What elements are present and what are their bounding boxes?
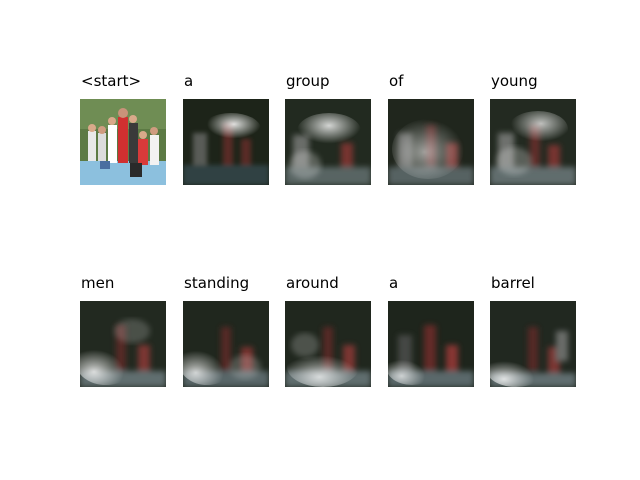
- attention-map: [183, 99, 269, 185]
- word-label: a: [389, 274, 399, 292]
- word-label: men: [81, 274, 115, 292]
- attention-map: [183, 301, 269, 387]
- attention-map: [388, 99, 474, 185]
- word-label: barrel: [491, 274, 535, 292]
- word-label: young: [491, 72, 538, 90]
- attention-map: [490, 99, 576, 185]
- word-label: <start>: [81, 72, 142, 90]
- attention-map: [285, 99, 371, 185]
- attention-map: [285, 301, 371, 387]
- attention-map: [80, 301, 166, 387]
- word-label: of: [389, 72, 404, 90]
- original-photo: [80, 99, 166, 185]
- word-label: a: [184, 72, 194, 90]
- word-label: group: [286, 72, 330, 90]
- attention-map: [490, 301, 576, 387]
- attention-map: [388, 301, 474, 387]
- word-label: standing: [184, 274, 250, 292]
- word-label: around: [286, 274, 339, 292]
